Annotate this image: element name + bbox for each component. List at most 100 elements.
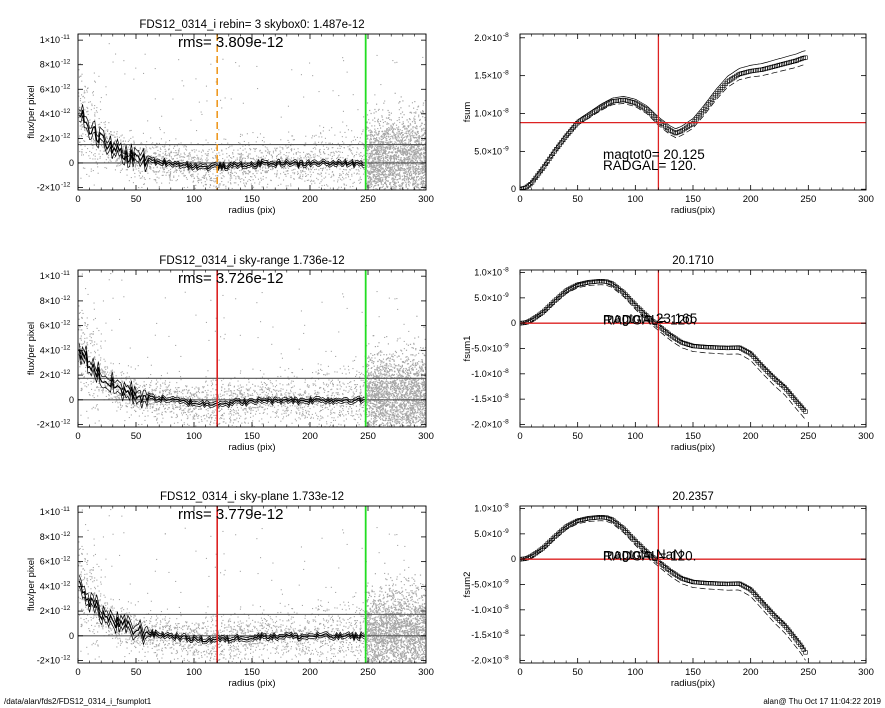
scatter-point: [358, 179, 360, 181]
scatter-point: [290, 145, 292, 147]
scatter-point: [215, 178, 217, 180]
scatter-point: [190, 158, 192, 160]
scatter-point: [254, 150, 256, 152]
scatter-point: [121, 168, 123, 170]
scatter-point: [211, 148, 213, 150]
scatter-point: [216, 153, 218, 155]
scatter-point: [342, 121, 344, 123]
scatter-point: [419, 171, 421, 173]
scatter-point: [385, 204, 386, 205]
scatter-point: [141, 170, 143, 172]
scatter-point: [197, 173, 199, 175]
scatter-point: [422, 171, 424, 173]
scatter-point: [382, 141, 384, 143]
scatter-point: [363, 169, 365, 171]
scatter-point: [145, 150, 147, 152]
scatter-point: [416, 176, 418, 178]
scatter-point: [411, 200, 412, 201]
scatter-point: [416, 148, 418, 151]
scatter-point: [258, 183, 260, 185]
scatter-point: [349, 148, 351, 150]
scatter-point: [181, 173, 183, 175]
scatter-point: [385, 183, 387, 185]
scatter-point: [380, 144, 382, 146]
scatter-point: [239, 372, 241, 374]
scatter-point: [393, 132, 395, 134]
scatter-point: [386, 186, 388, 189]
scatter-point: [411, 176, 413, 178]
scatter-point: [424, 119, 426, 121]
scatter-point: [200, 151, 202, 153]
scatter-point: [371, 146, 373, 148]
scatter-point: [397, 134, 399, 137]
scatter-point: [254, 148, 256, 150]
scatter-point: [364, 146, 366, 148]
scatter-point: [312, 147, 314, 149]
scatter-point: [125, 396, 127, 398]
scatter-point: [380, 127, 382, 129]
scatter-point: [422, 112, 424, 114]
scatter-point: [386, 153, 388, 155]
scatter-point: [363, 158, 365, 160]
scatter-point: [407, 159, 410, 161]
scatter-point: [116, 133, 118, 135]
scatter-point: [279, 153, 281, 155]
scatter-point: [415, 169, 417, 171]
scatter-point: [383, 164, 385, 166]
scatter-point: [314, 153, 316, 155]
scatter-point: [216, 175, 218, 177]
scatter-point: [384, 210, 385, 211]
scatter-point: [207, 166, 209, 168]
scatter-point: [285, 175, 287, 177]
scatter-point: [410, 124, 412, 126]
scatter-point: [228, 164, 230, 166]
scatter-point: [353, 155, 355, 157]
scatter-point: [383, 170, 386, 172]
scatter-point: [243, 140, 245, 142]
scatter-point: [169, 172, 171, 174]
scatter-point: [161, 156, 163, 158]
scatter-point: [114, 141, 116, 143]
scatter-point: [229, 174, 231, 176]
scatter-point: [392, 169, 395, 171]
scatter-point: [408, 177, 410, 179]
scatter-point: [302, 170, 304, 172]
scatter-point: [308, 385, 310, 387]
scatter-point: [165, 155, 167, 157]
scatter-point: [392, 151, 394, 154]
scatter-point: [375, 191, 376, 192]
scatter-point: [362, 160, 364, 162]
scatter-point: [366, 206, 367, 207]
scatter-point: [387, 130, 389, 132]
scatter-point: [167, 154, 169, 156]
scatter-point: [405, 131, 407, 133]
scatter-point: [348, 148, 350, 150]
scatter-point: [383, 134, 385, 136]
scatter-point: [377, 121, 379, 123]
scatter-point: [287, 157, 289, 159]
scatter-point: [352, 196, 353, 197]
scatter-point: [374, 148, 376, 150]
scatter-point: [122, 140, 124, 142]
scatter-point: [298, 177, 300, 179]
scatter-point: [200, 157, 202, 159]
scatter-point: [360, 167, 362, 169]
scatter-point: [368, 159, 370, 161]
scatter-point: [300, 157, 302, 159]
scatter-point: [375, 152, 378, 155]
scatter-point: [383, 159, 385, 161]
scatter-point: [384, 152, 386, 154]
scatter-point: [321, 167, 323, 169]
scatter-point: [78, 108, 80, 110]
scatter-point: [407, 150, 409, 152]
scatter-point: [396, 164, 398, 166]
scatter-point: [407, 164, 409, 166]
scatter-point: [390, 128, 392, 130]
scatter-point: [204, 169, 206, 171]
scatter-point: [233, 182, 235, 184]
scatter-point: [286, 152, 288, 154]
scatter-point: [368, 146, 370, 148]
scatter-point: [416, 156, 419, 158]
scatter-point: [410, 135, 412, 137]
scatter-point: [210, 179, 212, 181]
